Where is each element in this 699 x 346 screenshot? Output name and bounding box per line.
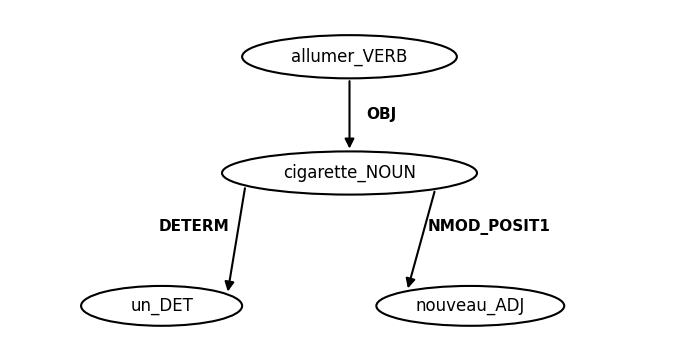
Ellipse shape — [376, 286, 564, 326]
Ellipse shape — [81, 286, 242, 326]
Text: OBJ: OBJ — [366, 107, 396, 122]
Text: nouveau_ADJ: nouveau_ADJ — [416, 297, 525, 315]
Text: cigarette_NOUN: cigarette_NOUN — [283, 164, 416, 182]
Text: un_DET: un_DET — [130, 297, 193, 315]
Text: DETERM: DETERM — [159, 219, 230, 234]
Text: NMOD_POSIT1: NMOD_POSIT1 — [428, 219, 551, 235]
Text: allumer_VERB: allumer_VERB — [291, 48, 408, 66]
Ellipse shape — [242, 35, 457, 78]
Ellipse shape — [222, 152, 477, 194]
